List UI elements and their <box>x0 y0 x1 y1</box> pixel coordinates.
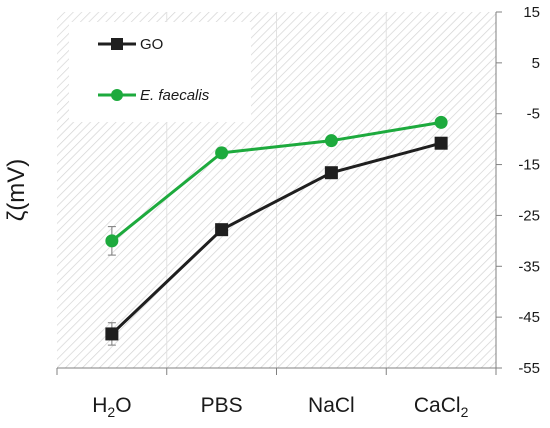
data-point-circle <box>324 134 338 148</box>
legend-box <box>69 22 251 122</box>
legend-label-1: GO <box>140 36 163 53</box>
data-point-circle <box>434 115 448 129</box>
y-tick-label: -5 <box>527 106 540 123</box>
data-point-square <box>105 327 119 341</box>
y-tick-label: -45 <box>518 309 540 326</box>
series-layer <box>105 115 448 346</box>
data-point-square <box>434 136 448 150</box>
series-line-2 <box>110 120 442 243</box>
legend: GO E. faecalis <box>69 22 251 122</box>
x-tick-label: PBS <box>201 394 243 417</box>
data-point-circle <box>215 146 229 160</box>
x-tick-label: NaCl <box>308 394 355 417</box>
legend-marker-circle <box>111 89 123 101</box>
x-axis-ticks: H2O PBS NaCl CaCl2 <box>56 368 497 420</box>
y-tick-label: 5 <box>532 55 540 72</box>
data-point-square <box>215 223 229 237</box>
y-tick-label: -55 <box>518 360 540 377</box>
x-tick-label: H2O <box>92 394 131 420</box>
series-line-1 <box>110 141 442 336</box>
y-tick-label: -35 <box>518 258 540 275</box>
y-tick-label: 15 <box>523 4 540 21</box>
y-tick-label: -25 <box>518 207 540 224</box>
data-point-circle <box>105 234 119 248</box>
legend-marker-square <box>111 38 123 50</box>
data-point-square <box>324 166 338 180</box>
legend-label-2: E. faecalis <box>140 87 210 104</box>
y-axis-label: ζ(mV) <box>3 159 30 222</box>
y-tick-label: -15 <box>518 157 540 174</box>
y-axis-ticks: 15 5 -5 -15 -25 -35 -45 -55 <box>496 4 540 377</box>
x-tick-label: CaCl2 <box>414 394 469 420</box>
